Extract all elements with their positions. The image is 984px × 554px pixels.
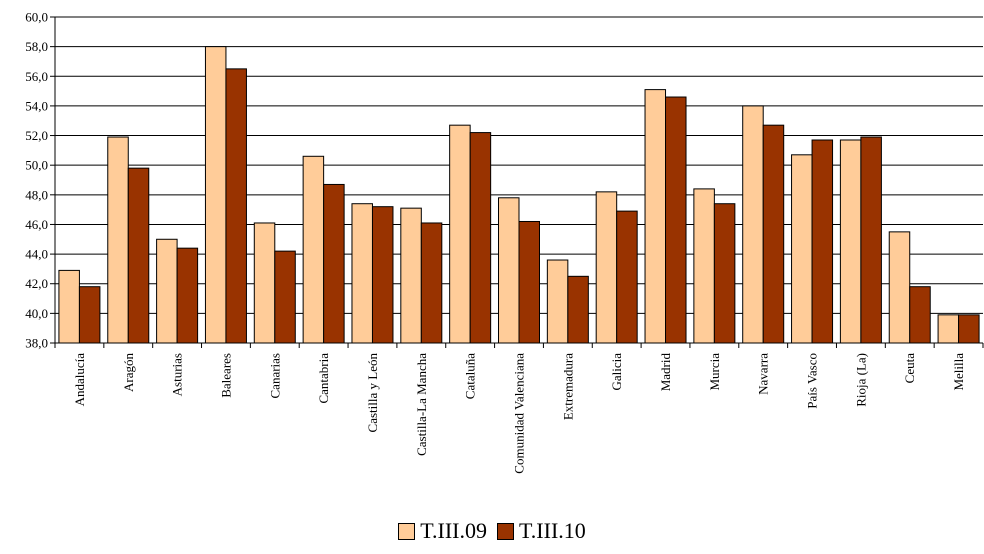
y-tick-label: 44,0 xyxy=(25,247,48,262)
bar-series-1 xyxy=(58,269,80,344)
legend-swatch-series-1 xyxy=(398,522,416,540)
legend-label-series-2: T.III.10 xyxy=(519,518,586,543)
bar-series-1 xyxy=(253,222,276,344)
bar-series-2 xyxy=(567,275,589,344)
x-tick-label: Rioja (La) xyxy=(853,353,868,407)
x-tick-label: Murcia xyxy=(707,353,722,391)
bar-series-1 xyxy=(742,105,764,344)
bar-series-1 xyxy=(937,314,960,344)
bar-series-1 xyxy=(644,89,667,344)
y-tick-label: 38,0 xyxy=(25,336,48,351)
bar-series-2 xyxy=(78,286,101,344)
y-tick-label: 56,0 xyxy=(25,69,48,84)
bar-series-1 xyxy=(156,238,178,344)
x-tick-label: Cantabria xyxy=(316,353,331,404)
bar-series-1 xyxy=(351,203,373,344)
bar-series-2 xyxy=(762,124,785,344)
bar-series-2 xyxy=(323,183,345,344)
x-tick-label: Galicia xyxy=(609,353,624,391)
legend-item-series-1: T.III.09 xyxy=(398,518,487,544)
bar-series-1 xyxy=(400,207,422,344)
x-tick-label: Castilla-La Mancha xyxy=(414,353,429,456)
x-tick-label: Asturias xyxy=(170,353,185,396)
x-tick-label: Castilla y León xyxy=(365,353,380,433)
bar-series-2 xyxy=(616,210,638,344)
x-tick-label: Ceuta xyxy=(902,353,917,384)
bar-series-2 xyxy=(371,206,394,344)
bar-series-1 xyxy=(791,154,813,344)
bar-series-2 xyxy=(127,167,150,344)
bar-series-1 xyxy=(693,188,715,344)
bar-series-2 xyxy=(225,68,247,344)
y-tick-label: 50,0 xyxy=(25,158,48,173)
y-tick-label: 54,0 xyxy=(25,98,48,113)
bar-series-2 xyxy=(909,286,931,344)
x-tick-label: País Vasco xyxy=(805,353,820,409)
bar-series-1 xyxy=(546,259,569,344)
bar-series-2 xyxy=(713,203,736,344)
bar-series-2 xyxy=(518,220,540,344)
legend-item-series-2: T.III.10 xyxy=(497,518,586,544)
x-tick-label: Extremadura xyxy=(560,353,575,420)
bar-series-2 xyxy=(274,250,296,344)
legend-swatch-series-2 xyxy=(497,522,514,540)
y-tick-label: 60,0 xyxy=(25,10,48,25)
x-tick-label: Andalucía xyxy=(72,353,87,407)
bar-series-1 xyxy=(107,136,129,344)
x-tick-label: Canarias xyxy=(267,353,282,398)
bar-series-1 xyxy=(595,191,618,344)
bar-series-1 xyxy=(302,155,325,344)
bar-series-2 xyxy=(811,139,834,344)
bar-series-1 xyxy=(204,46,227,344)
x-tick-label: Melilla xyxy=(951,353,966,391)
bar-series-2 xyxy=(860,136,882,344)
bar-series-2 xyxy=(176,247,199,344)
y-tick-label: 42,0 xyxy=(25,276,48,291)
legend: T.III.09 T.III.10 xyxy=(0,518,984,544)
bar-series-2 xyxy=(469,132,492,344)
bar-series-1 xyxy=(498,197,520,344)
x-tick-label: Navarra xyxy=(756,353,771,395)
bar-series-2 xyxy=(958,314,980,344)
bar-series-2 xyxy=(665,96,687,344)
bar-series-1 xyxy=(888,231,911,344)
x-tick-label: Baleares xyxy=(218,353,233,398)
legend-label-series-1: T.III.09 xyxy=(420,518,487,543)
y-tick-label: 48,0 xyxy=(25,187,48,202)
y-tick-label: 52,0 xyxy=(25,128,48,143)
x-tick-label: Comunidad Valenciana xyxy=(512,353,527,474)
y-tick-label: 58,0 xyxy=(25,39,48,54)
y-tick-label: 46,0 xyxy=(25,217,48,232)
bar-series-1 xyxy=(839,139,862,344)
y-tick-label: 40,0 xyxy=(25,306,48,321)
bar-chart: 38,0 40,0 42,0 44,0 46,0 48,0 50,0 52,0 54,0 56,0… xyxy=(25,10,984,474)
x-tick-label: Aragón xyxy=(121,353,136,392)
bar-series-2 xyxy=(420,222,443,344)
x-tick-label: Cataluña xyxy=(463,353,478,399)
x-tick-label: Madrid xyxy=(658,353,673,392)
bar-series-1 xyxy=(449,124,471,344)
